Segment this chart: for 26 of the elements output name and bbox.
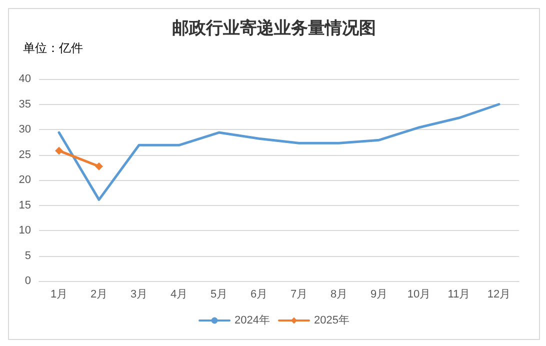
y-tick-label: 30 bbox=[18, 124, 31, 136]
y-tick-label: 35 bbox=[18, 98, 31, 110]
x-tick-label: 3月 bbox=[130, 288, 148, 300]
line-series bbox=[58, 103, 500, 201]
x-tick-label: 10月 bbox=[407, 288, 431, 300]
x-tick-label: 1月 bbox=[50, 288, 68, 300]
legend-label: 2025年 bbox=[314, 314, 350, 326]
y-tick-label: 25 bbox=[18, 148, 31, 161]
x-tick-label: 5月 bbox=[210, 288, 228, 300]
x-tick-label: 8月 bbox=[330, 288, 348, 300]
y-tick-label: 15 bbox=[18, 199, 31, 212]
x-tick-label: 9月 bbox=[370, 288, 388, 300]
y-tick-label: 10 bbox=[18, 224, 31, 236]
x-tick-label: 12月 bbox=[487, 288, 511, 300]
y-tick-label: 20 bbox=[18, 174, 31, 186]
y-tick-label: 5 bbox=[24, 250, 31, 262]
x-tick-label: 11月 bbox=[448, 288, 470, 300]
chart-title: 邮政行业寄递业务量情况图 bbox=[172, 18, 376, 38]
text: 单位：亿件 bbox=[23, 41, 83, 55]
x-tick-label: 6月 bbox=[250, 288, 268, 300]
y-tick-label: 0 bbox=[24, 275, 31, 287]
legend-label: 2024年 bbox=[234, 314, 270, 326]
x-tick-label: 2月 bbox=[90, 288, 108, 300]
x-tick-label: 7月 bbox=[290, 288, 308, 300]
x-tick-label: 4月 bbox=[170, 288, 188, 300]
y-tick-label: 40 bbox=[18, 73, 31, 85]
